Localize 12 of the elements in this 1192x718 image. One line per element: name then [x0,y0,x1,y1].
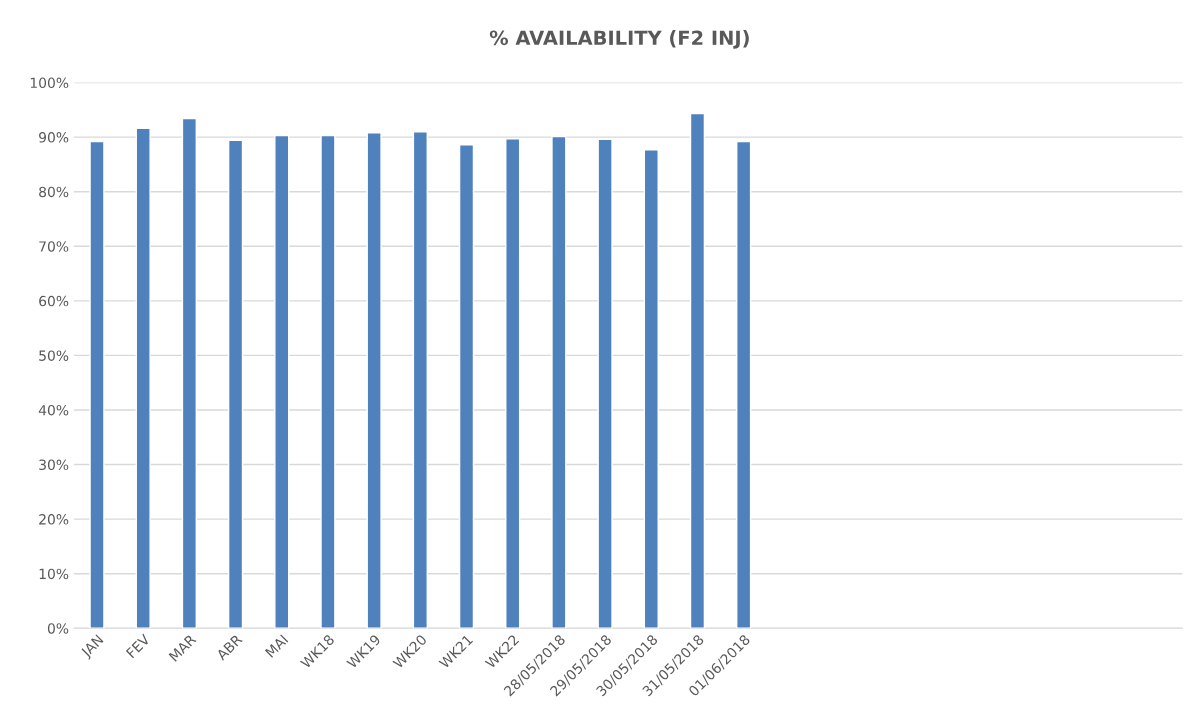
y-tick-label: 90% [39,132,69,143]
y-tick-label: 20% [39,514,69,525]
y-tick-label: 30% [39,459,69,471]
y-tick-label: 50% [39,350,69,361]
y-tick-label: 0% [47,623,69,634]
y-tick-label: 70% [39,241,69,252]
y-tick-label: 100% [30,77,69,89]
y-tick-label: 10% [39,568,69,580]
chart-title: % AVAILABILITY (F2 INJ) [489,30,749,49]
y-tick-label: 80% [39,186,69,198]
y-tick-label: 60% [39,295,69,307]
y-tick-label: 40% [38,404,69,416]
